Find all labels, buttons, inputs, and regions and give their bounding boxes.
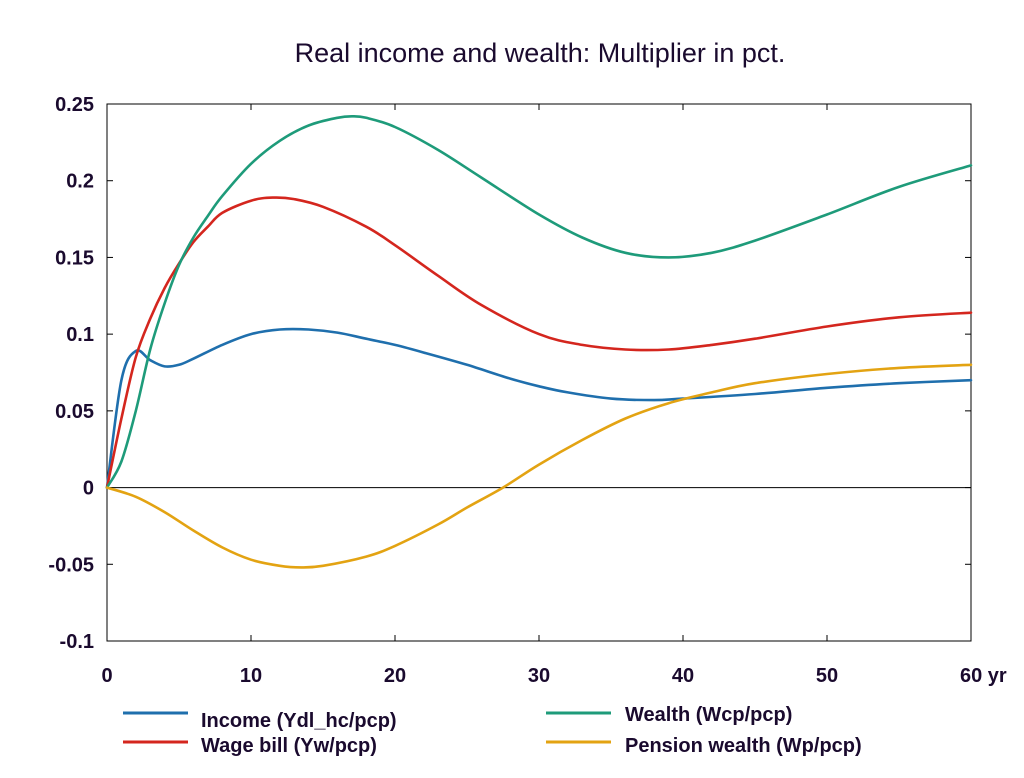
y-tick-label: 0.25 — [55, 94, 94, 116]
y-axis: -0.1 -0.05 0 0.05 0.1 0.15 0.2 0.25 — [48, 94, 971, 653]
x-tick-label: 50 — [816, 665, 838, 687]
y-tick-label: 0.15 — [55, 247, 94, 269]
series-group — [105, 114, 973, 569]
legend-label-wealth: Wealth (Wcp/pcp) — [625, 704, 792, 726]
legend-label-wage-bill: Wage bill (Yw/pcp) — [201, 735, 377, 757]
x-tick-label: 20 — [384, 665, 406, 687]
series-line-pension-wealth — [105, 363, 973, 569]
legend-label-income: Income (Ydl_hc/pcp) — [201, 710, 397, 732]
y-tick-label: 0.05 — [55, 401, 94, 423]
x-tick-label: 10 — [240, 665, 262, 687]
x-axis: 0 10 20 30 40 50 60 yr — [101, 104, 1007, 687]
x-tick-label: 60 yr — [960, 665, 1007, 687]
y-tick-label: 0.1 — [66, 324, 94, 346]
y-tick-label: 0 — [83, 478, 94, 500]
series-line-wage-bill — [105, 196, 973, 489]
x-tick-label: 0 — [101, 665, 112, 687]
legend: Income (Ydl_hc/pcp) Wage bill (Yw/pcp) Wea… — [123, 704, 862, 757]
series-line-wealth — [105, 114, 973, 489]
y-tick-label: -0.1 — [60, 631, 94, 653]
y-tick-label: -0.05 — [48, 554, 94, 576]
y-tick-label: 0.2 — [66, 171, 94, 193]
x-tick-label: 40 — [672, 665, 694, 687]
legend-label-pension-wealth: Pension wealth (Wp/pcp) — [625, 735, 862, 757]
chart-title: Real income and wealth: Multiplier in pc… — [295, 38, 786, 68]
x-tick-label: 30 — [528, 665, 550, 687]
